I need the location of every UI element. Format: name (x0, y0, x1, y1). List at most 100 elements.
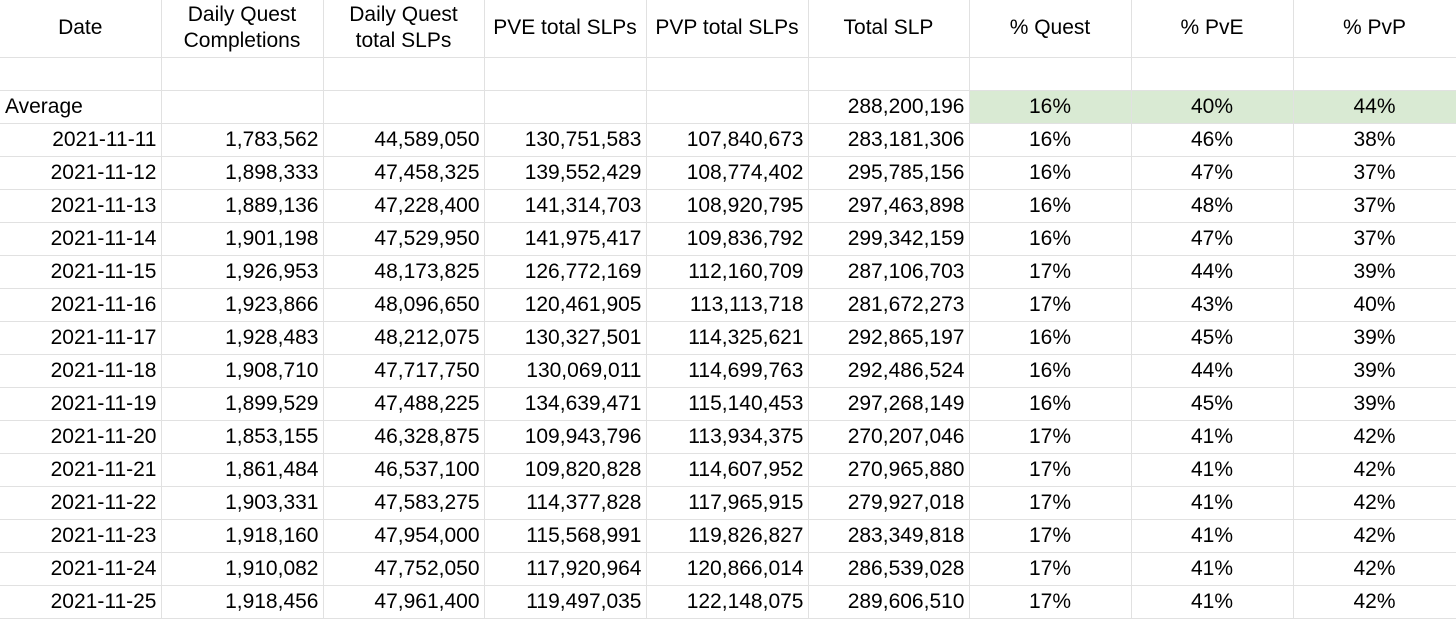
cell-pct-pve[interactable]: 44% (1131, 354, 1294, 388)
cell-date[interactable]: 2021-11-15 (0, 255, 162, 289)
cell-daily-quest-total-slps[interactable]: 47,583,275 (323, 486, 485, 520)
cell-empty[interactable] (1293, 57, 1456, 91)
cell-pve-total-slps[interactable]: 114,377,828 (484, 486, 647, 520)
cell-total-slp[interactable]: 299,342,159 (808, 222, 970, 256)
cell-pct-pvp[interactable]: 42% (1293, 453, 1456, 487)
cell-date[interactable]: 2021-11-14 (0, 222, 162, 256)
cell-pve-total-slps[interactable]: 120,461,905 (484, 288, 647, 322)
cell-pct-pve[interactable]: 41% (1131, 519, 1294, 553)
cell-pct-quest[interactable]: 16% (969, 321, 1132, 355)
cell-pve-total-slps[interactable]: 109,820,828 (484, 453, 647, 487)
cell-pve-total-slps[interactable]: 130,327,501 (484, 321, 647, 355)
cell-pct-pvp[interactable]: 37% (1293, 189, 1456, 223)
cell-pve-total-slps[interactable]: 115,568,991 (484, 519, 647, 553)
cell-date[interactable]: 2021-11-17 (0, 321, 162, 355)
cell-pct-quest[interactable]: 17% (969, 585, 1132, 619)
cell-average-label[interactable]: Average (0, 90, 162, 124)
cell-total-slp[interactable]: 279,927,018 (808, 486, 970, 520)
cell-pct-quest[interactable]: 16% (969, 222, 1132, 256)
cell-pct-pve[interactable]: 45% (1131, 387, 1294, 421)
cell-total-slp[interactable]: 289,606,510 (808, 585, 970, 619)
cell-pct-quest[interactable]: 17% (969, 519, 1132, 553)
cell-daily-quest-completions[interactable]: 1,903,331 (161, 486, 324, 520)
cell-daily-quest-total-slps[interactable]: 47,954,000 (323, 519, 485, 553)
cell-daily-quest-completions[interactable]: 1,918,456 (161, 585, 324, 619)
cell-empty[interactable] (484, 57, 647, 91)
cell-total-slp[interactable]: 295,785,156 (808, 156, 970, 190)
cell-average-pct-pvp[interactable]: 44% (1293, 90, 1456, 124)
cell-daily-quest-total-slps[interactable]: 47,717,750 (323, 354, 485, 388)
cell-average-daily-quest-total-slps[interactable] (323, 90, 485, 124)
cell-daily-quest-completions[interactable]: 1,926,953 (161, 255, 324, 289)
cell-daily-quest-completions[interactable]: 1,899,529 (161, 387, 324, 421)
cell-pct-pvp[interactable]: 37% (1293, 222, 1456, 256)
cell-average-daily-quest-completions[interactable] (161, 90, 324, 124)
cell-date[interactable]: 2021-11-24 (0, 552, 162, 586)
cell-daily-quest-total-slps[interactable]: 48,173,825 (323, 255, 485, 289)
cell-total-slp[interactable]: 270,965,880 (808, 453, 970, 487)
cell-pve-total-slps[interactable]: 126,772,169 (484, 255, 647, 289)
cell-pct-pve[interactable]: 43% (1131, 288, 1294, 322)
cell-daily-quest-total-slps[interactable]: 47,752,050 (323, 552, 485, 586)
cell-daily-quest-completions[interactable]: 1,928,483 (161, 321, 324, 355)
cell-pvp-total-slps[interactable]: 122,148,075 (646, 585, 809, 619)
cell-daily-quest-completions[interactable]: 1,910,082 (161, 552, 324, 586)
header-cell-date[interactable]: Date (0, 0, 162, 58)
cell-pct-pvp[interactable]: 42% (1293, 519, 1456, 553)
cell-pvp-total-slps[interactable]: 108,920,795 (646, 189, 809, 223)
cell-total-slp[interactable]: 297,268,149 (808, 387, 970, 421)
cell-pve-total-slps[interactable]: 109,943,796 (484, 420, 647, 454)
cell-pvp-total-slps[interactable]: 115,140,453 (646, 387, 809, 421)
cell-total-slp[interactable]: 283,181,306 (808, 123, 970, 157)
cell-total-slp[interactable]: 297,463,898 (808, 189, 970, 223)
cell-total-slp[interactable]: 292,486,524 (808, 354, 970, 388)
cell-average-pct-quest[interactable]: 16% (969, 90, 1132, 124)
cell-date[interactable]: 2021-11-13 (0, 189, 162, 223)
cell-pve-total-slps[interactable]: 130,751,583 (484, 123, 647, 157)
cell-total-slp[interactable]: 270,207,046 (808, 420, 970, 454)
cell-pve-total-slps[interactable]: 139,552,429 (484, 156, 647, 190)
cell-date[interactable]: 2021-11-19 (0, 387, 162, 421)
cell-pct-pve[interactable]: 47% (1131, 222, 1294, 256)
cell-daily-quest-completions[interactable]: 1,901,198 (161, 222, 324, 256)
cell-pct-quest[interactable]: 17% (969, 288, 1132, 322)
cell-pct-quest[interactable]: 16% (969, 354, 1132, 388)
cell-pct-quest[interactable]: 17% (969, 453, 1132, 487)
cell-pct-quest[interactable]: 16% (969, 387, 1132, 421)
cell-pvp-total-slps[interactable]: 109,836,792 (646, 222, 809, 256)
cell-daily-quest-total-slps[interactable]: 44,589,050 (323, 123, 485, 157)
header-cell-daily-quest-completions[interactable]: Daily Quest Completions (161, 0, 324, 58)
cell-pct-pve[interactable]: 41% (1131, 420, 1294, 454)
cell-pct-pvp[interactable]: 38% (1293, 123, 1456, 157)
cell-daily-quest-completions[interactable]: 1,783,562 (161, 123, 324, 157)
cell-daily-quest-total-slps[interactable]: 48,096,650 (323, 288, 485, 322)
cell-pct-quest[interactable]: 17% (969, 420, 1132, 454)
cell-pvp-total-slps[interactable]: 113,934,375 (646, 420, 809, 454)
cell-average-pve-total-slps[interactable] (484, 90, 647, 124)
cell-pve-total-slps[interactable]: 141,314,703 (484, 189, 647, 223)
cell-date[interactable]: 2021-11-23 (0, 519, 162, 553)
cell-pct-quest[interactable]: 17% (969, 486, 1132, 520)
cell-total-slp[interactable]: 286,539,028 (808, 552, 970, 586)
cell-daily-quest-total-slps[interactable]: 46,537,100 (323, 453, 485, 487)
cell-pct-pve[interactable]: 41% (1131, 486, 1294, 520)
cell-date[interactable]: 2021-11-25 (0, 585, 162, 619)
header-cell-pve-total-slps[interactable]: PVE total SLPs (484, 0, 647, 58)
cell-daily-quest-total-slps[interactable]: 47,488,225 (323, 387, 485, 421)
cell-daily-quest-completions[interactable]: 1,853,155 (161, 420, 324, 454)
cell-empty[interactable] (161, 57, 324, 91)
cell-pct-pvp[interactable]: 42% (1293, 585, 1456, 619)
cell-daily-quest-total-slps[interactable]: 47,961,400 (323, 585, 485, 619)
header-cell-pct-pvp[interactable]: % PvP (1293, 0, 1456, 58)
cell-date[interactable]: 2021-11-18 (0, 354, 162, 388)
cell-pct-pve[interactable]: 41% (1131, 585, 1294, 619)
cell-pct-pve[interactable]: 48% (1131, 189, 1294, 223)
cell-empty[interactable] (808, 57, 970, 91)
cell-pct-pvp[interactable]: 39% (1293, 354, 1456, 388)
cell-pct-pvp[interactable]: 39% (1293, 387, 1456, 421)
header-cell-total-slp[interactable]: Total SLP (808, 0, 970, 58)
cell-pvp-total-slps[interactable]: 114,607,952 (646, 453, 809, 487)
header-cell-pct-quest[interactable]: % Quest (969, 0, 1132, 58)
cell-total-slp[interactable]: 281,672,273 (808, 288, 970, 322)
cell-pvp-total-slps[interactable]: 112,160,709 (646, 255, 809, 289)
